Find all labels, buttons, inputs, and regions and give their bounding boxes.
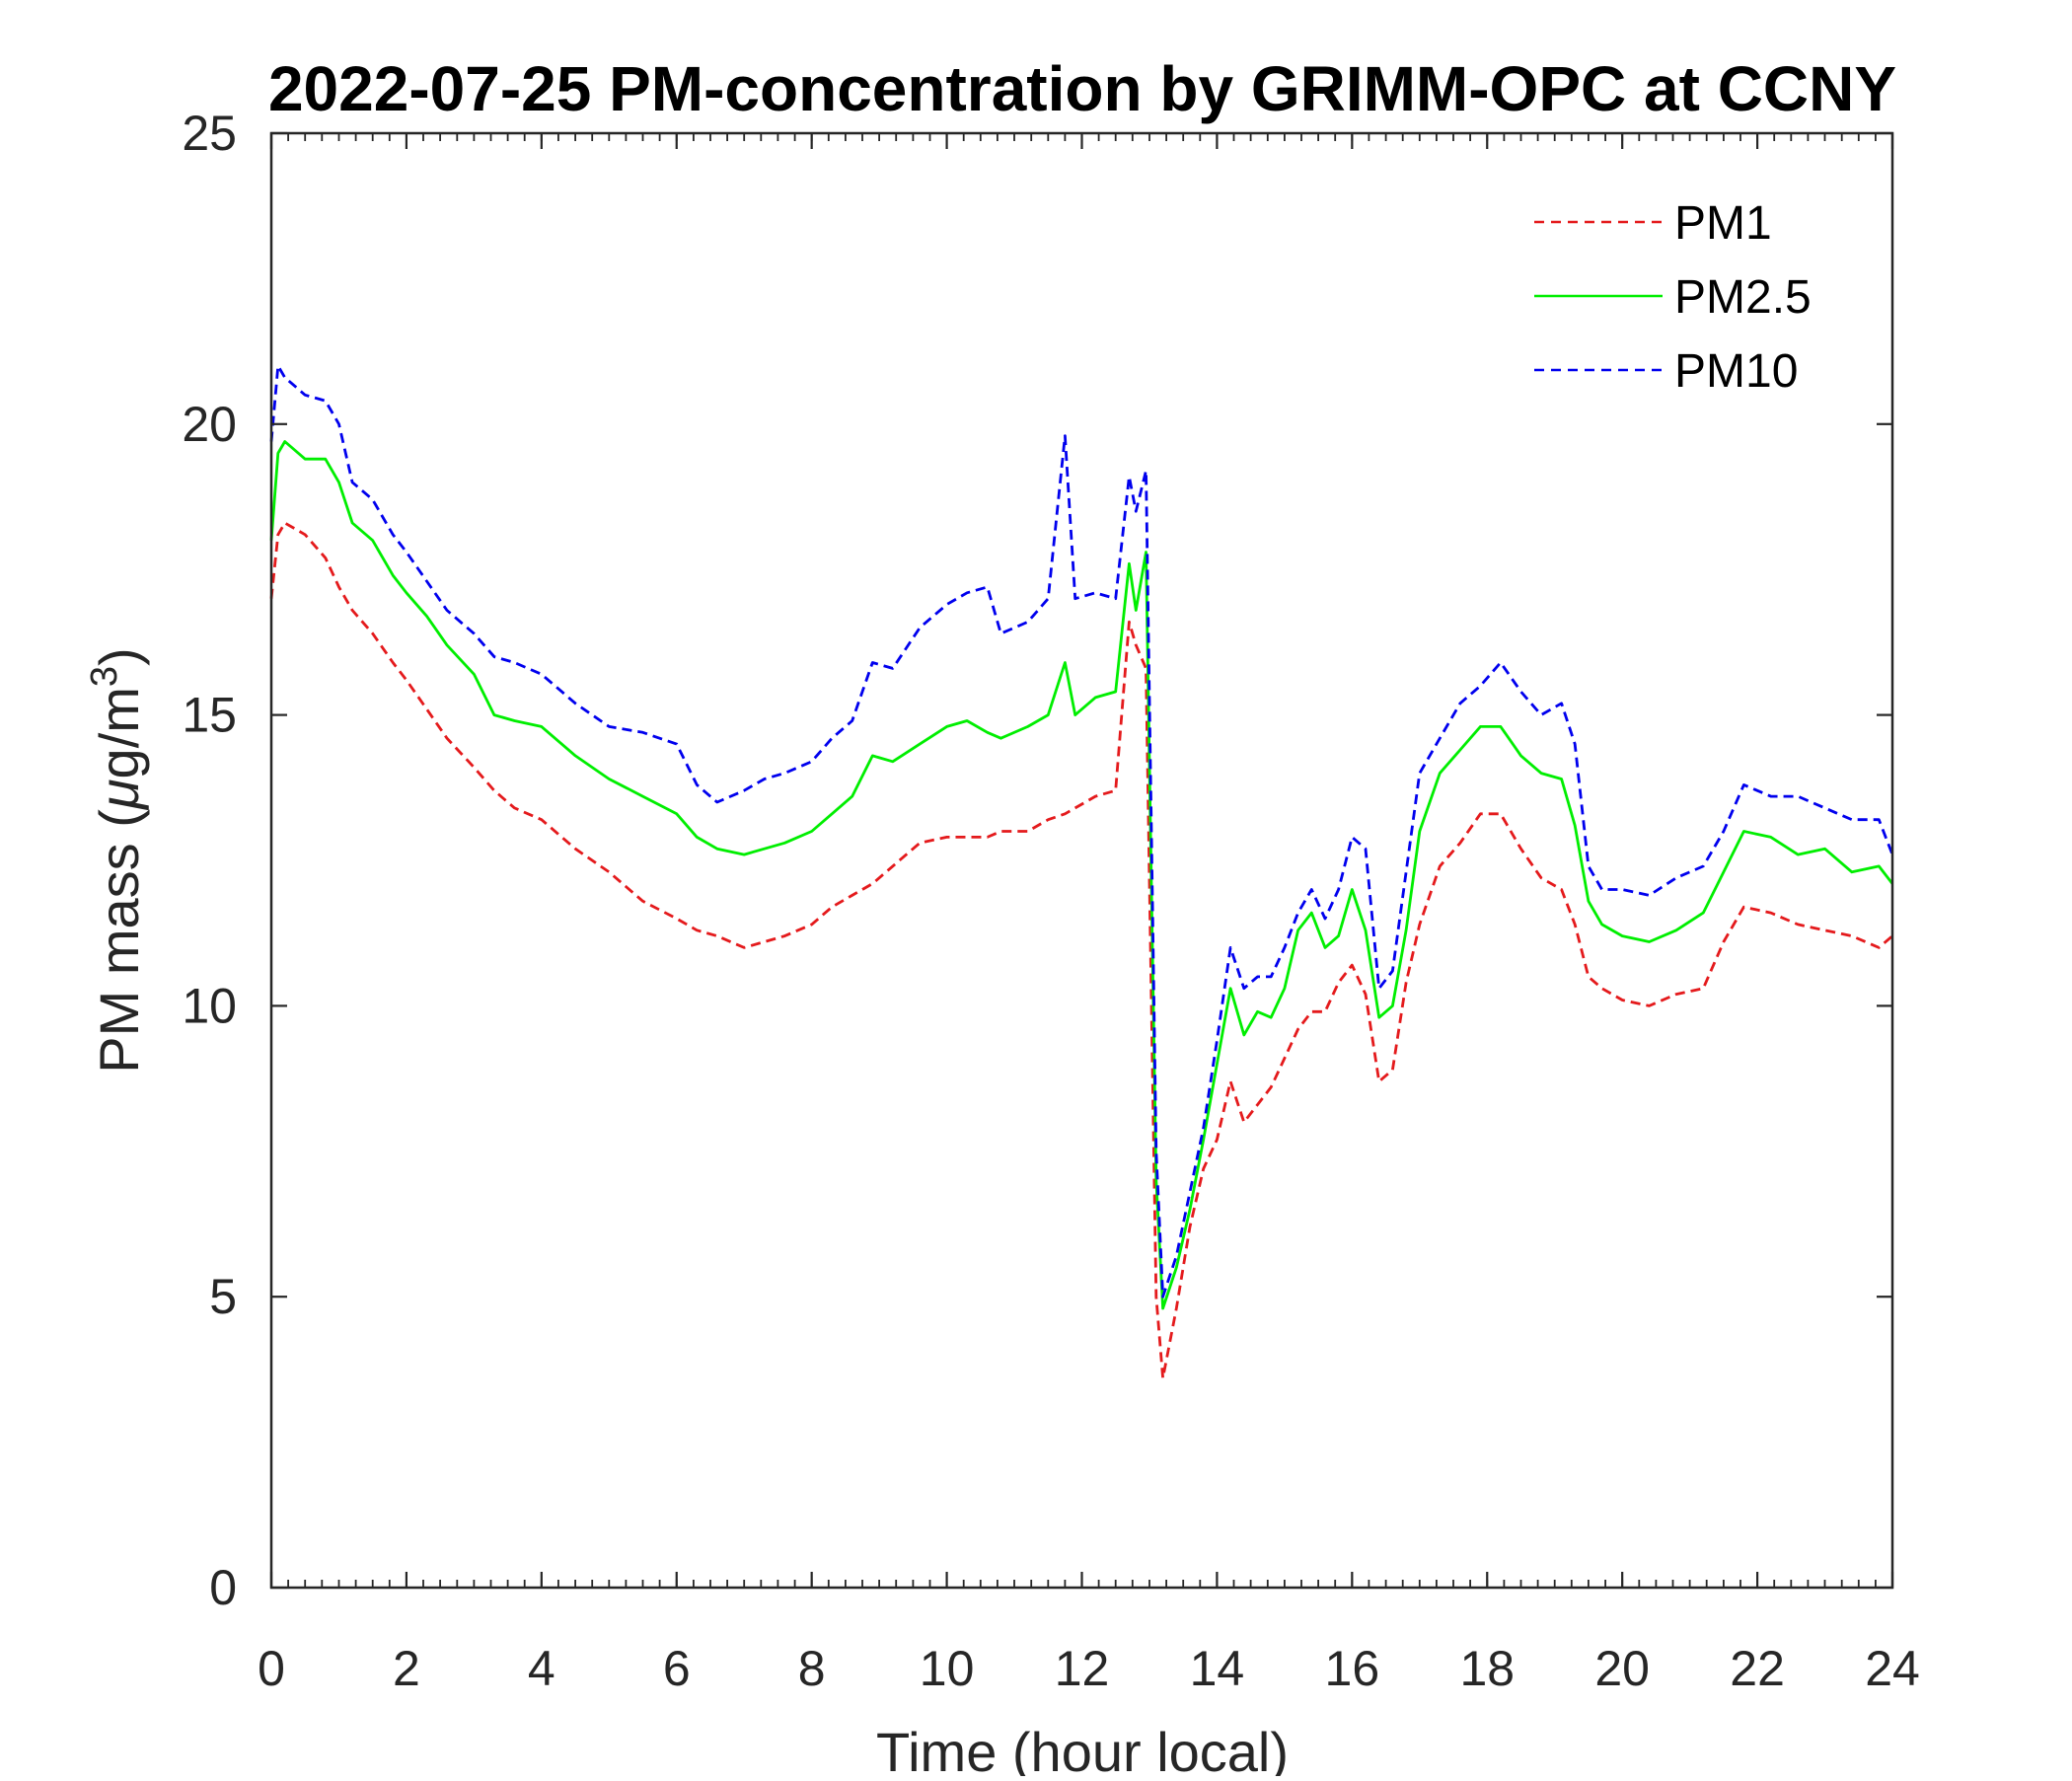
x-tick-label: 18 (1459, 1641, 1515, 1696)
minor-ticks (270, 133, 1893, 1588)
legend-label-pm10: PM10 (1674, 345, 1798, 398)
legend-label-pm25: PM2.5 (1674, 271, 1812, 324)
y-axis-label-close: ) (88, 647, 150, 666)
y-axis-label-main: PM mass ( (88, 809, 150, 1074)
y-axis-label-mu: μ (88, 779, 150, 811)
major-ticks (269, 131, 1894, 1590)
x-tick-label: 12 (1055, 1641, 1110, 1696)
y-tick-labels: 0 5 10 15 20 25 (182, 106, 237, 1615)
x-tick-label: 20 (1594, 1641, 1650, 1696)
x-tick-label: 4 (528, 1641, 555, 1696)
x-tick-label: 8 (798, 1641, 826, 1696)
series-line-pm10 (269, 364, 1894, 1299)
x-tick-label: 16 (1325, 1641, 1380, 1696)
x-tick-label: 2 (393, 1641, 420, 1696)
y-axis-label-units: g/m (88, 687, 150, 779)
y-tick-label: 15 (182, 688, 237, 743)
series-layer (269, 364, 1894, 1380)
series-line-pm25 (269, 440, 1894, 1310)
legend-label-pm1: PM1 (1674, 197, 1772, 250)
x-tick-label: 24 (1865, 1641, 1920, 1696)
chart-title: 2022-07-25 PM-concentration by GRIMM-OPC… (268, 53, 1896, 124)
y-tick-label: 0 (209, 1560, 237, 1615)
y-axis-label: PM mass (μg/m3) (84, 647, 150, 1073)
x-tick-label: 14 (1190, 1641, 1245, 1696)
y-tick-label: 5 (209, 1269, 237, 1324)
x-tick-label: 22 (1730, 1641, 1785, 1696)
plot-frame (269, 131, 1894, 1590)
series-line-pm1 (269, 521, 1893, 1380)
x-tick-label: 6 (663, 1641, 691, 1696)
y-tick-label: 25 (182, 106, 237, 161)
axes-layer (269, 131, 1894, 1590)
x-axis-label: Time (hour local) (876, 1721, 1289, 1776)
x-tick-label: 0 (258, 1641, 285, 1696)
y-axis-label-exponent: 3 (84, 666, 125, 687)
y-tick-label: 10 (182, 978, 237, 1033)
legend: PM1 PM2.5 PM10 (1534, 197, 1812, 398)
x-tick-labels: 0 2 4 6 8 10 12 14 16 18 20 22 24 (258, 1641, 1920, 1696)
y-tick-label: 20 (182, 397, 237, 452)
x-tick-label: 10 (920, 1641, 975, 1696)
